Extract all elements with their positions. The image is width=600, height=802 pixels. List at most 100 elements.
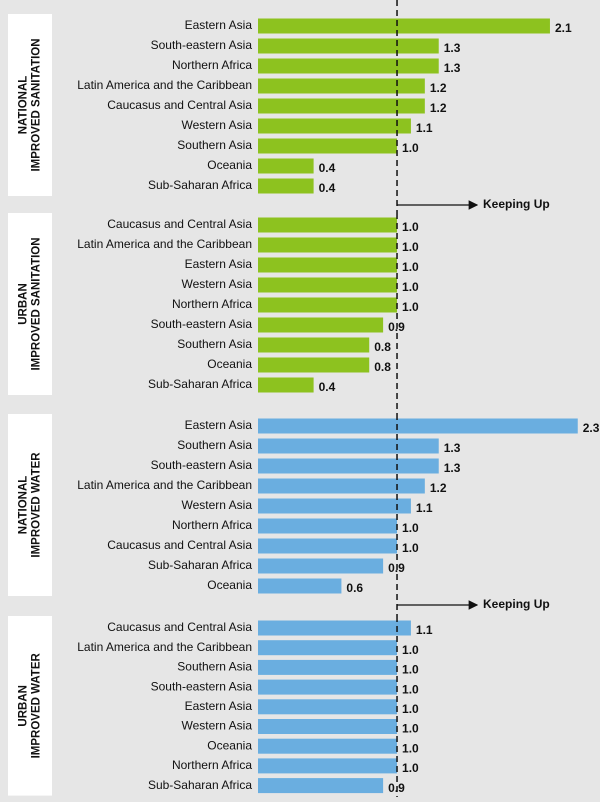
category-label: South-eastern Asia bbox=[151, 679, 253, 693]
value-label: 1.0 bbox=[402, 682, 419, 696]
category-label: Western Asia bbox=[182, 277, 253, 291]
value-label: 1.3 bbox=[444, 461, 461, 475]
value-label: 1.0 bbox=[402, 741, 419, 755]
value-label: 1.0 bbox=[402, 260, 419, 274]
value-label: 1.2 bbox=[430, 81, 447, 95]
value-label: 1.3 bbox=[444, 441, 461, 455]
category-label: Eastern Asia bbox=[185, 418, 253, 432]
bar bbox=[258, 620, 411, 636]
bar bbox=[258, 178, 314, 194]
value-label: 1.1 bbox=[416, 501, 433, 515]
category-label: Southern Asia bbox=[177, 660, 252, 674]
panel-label: IMPROVED SANITATION bbox=[31, 38, 43, 171]
category-label: Northern Africa bbox=[172, 758, 252, 772]
panel-label-box bbox=[8, 414, 52, 596]
category-label: Caucasus and Central Asia bbox=[107, 217, 252, 231]
bar bbox=[258, 418, 578, 434]
category-label: Caucasus and Central Asia bbox=[107, 620, 252, 634]
category-label: Western Asia bbox=[182, 118, 253, 132]
value-label: 1.0 bbox=[402, 541, 419, 555]
category-label: Western Asia bbox=[182, 498, 253, 512]
value-label: 1.1 bbox=[416, 623, 433, 637]
bar bbox=[258, 438, 439, 454]
value-label: 1.1 bbox=[416, 121, 433, 135]
bar bbox=[258, 478, 425, 494]
panel-label: NATIONAL bbox=[18, 476, 30, 535]
category-label: Oceania bbox=[207, 738, 252, 752]
bar bbox=[258, 357, 370, 373]
value-label: 1.0 bbox=[402, 702, 419, 716]
bar bbox=[258, 138, 398, 154]
value-label: 1.2 bbox=[430, 101, 447, 115]
bar bbox=[258, 277, 398, 293]
panel-label: IMPROVED WATER bbox=[31, 653, 43, 759]
category-label: Sub-Saharan Africa bbox=[148, 377, 252, 391]
bar bbox=[258, 257, 398, 273]
bar bbox=[258, 498, 411, 514]
category-label: Sub-Saharan Africa bbox=[148, 558, 252, 572]
value-label: 2.3 bbox=[583, 421, 600, 435]
value-label: 0.8 bbox=[374, 340, 391, 354]
category-label: Northern Africa bbox=[172, 297, 252, 311]
value-label: 1.3 bbox=[444, 61, 461, 75]
bar bbox=[258, 659, 398, 675]
bar bbox=[258, 738, 398, 754]
value-label: 1.0 bbox=[402, 521, 419, 535]
bar bbox=[258, 758, 398, 774]
bar bbox=[258, 98, 425, 114]
category-label: South-eastern Asia bbox=[151, 458, 253, 472]
bar bbox=[258, 699, 398, 715]
category-label: Oceania bbox=[207, 578, 252, 592]
value-label: 1.3 bbox=[444, 41, 461, 55]
value-label: 1.0 bbox=[402, 280, 419, 294]
panel-label: IMPROVED SANITATION bbox=[31, 237, 43, 370]
category-label: Caucasus and Central Asia bbox=[107, 98, 252, 112]
annotation: Keeping Up bbox=[483, 197, 550, 211]
panel-label-box bbox=[8, 616, 52, 796]
bar bbox=[258, 640, 398, 656]
bar bbox=[258, 518, 398, 534]
bar bbox=[258, 558, 384, 574]
category-label: Eastern Asia bbox=[185, 257, 253, 271]
category-label: Oceania bbox=[207, 357, 252, 371]
value-label: 1.0 bbox=[402, 300, 419, 314]
category-label: Northern Africa bbox=[172, 518, 252, 532]
category-label: South-eastern Asia bbox=[151, 38, 253, 52]
value-label: 1.0 bbox=[402, 643, 419, 657]
bar bbox=[258, 38, 439, 54]
category-label: Sub-Saharan Africa bbox=[148, 178, 252, 192]
value-label: 1.0 bbox=[402, 663, 419, 677]
category-label: Latin America and the Caribbean bbox=[77, 237, 252, 251]
panel-label: URBAN bbox=[18, 283, 30, 325]
category-label: Sub-Saharan Africa bbox=[148, 778, 252, 792]
panel-label: NATIONAL bbox=[18, 76, 30, 135]
value-label: 1.0 bbox=[402, 761, 419, 775]
category-label: Eastern Asia bbox=[185, 18, 253, 32]
bar bbox=[258, 778, 384, 794]
category-label: Southern Asia bbox=[177, 138, 252, 152]
bar bbox=[258, 719, 398, 734]
category-label: Northern Africa bbox=[172, 58, 252, 72]
value-label: 0.4 bbox=[319, 161, 336, 175]
bar bbox=[258, 317, 384, 333]
category-label: Caucasus and Central Asia bbox=[107, 538, 252, 552]
category-label: Latin America and the Caribbean bbox=[77, 78, 252, 92]
category-label: Southern Asia bbox=[177, 337, 252, 351]
value-label: 1.0 bbox=[402, 722, 419, 736]
category-label: South-eastern Asia bbox=[151, 317, 253, 331]
panel-label: IMPROVED WATER bbox=[31, 452, 43, 558]
panel-label: URBAN bbox=[18, 685, 30, 727]
bar bbox=[258, 337, 370, 353]
category-label: Oceania bbox=[207, 158, 252, 172]
category-label: Eastern Asia bbox=[185, 699, 253, 713]
bar bbox=[258, 118, 411, 134]
value-label: 2.1 bbox=[555, 21, 572, 35]
category-label: Western Asia bbox=[182, 719, 253, 733]
annotation: Keeping Up bbox=[483, 597, 550, 611]
panel-label-box bbox=[8, 213, 52, 395]
bar bbox=[258, 377, 314, 393]
value-label: 0.4 bbox=[319, 181, 336, 195]
bar bbox=[258, 237, 398, 253]
bar bbox=[258, 18, 550, 34]
